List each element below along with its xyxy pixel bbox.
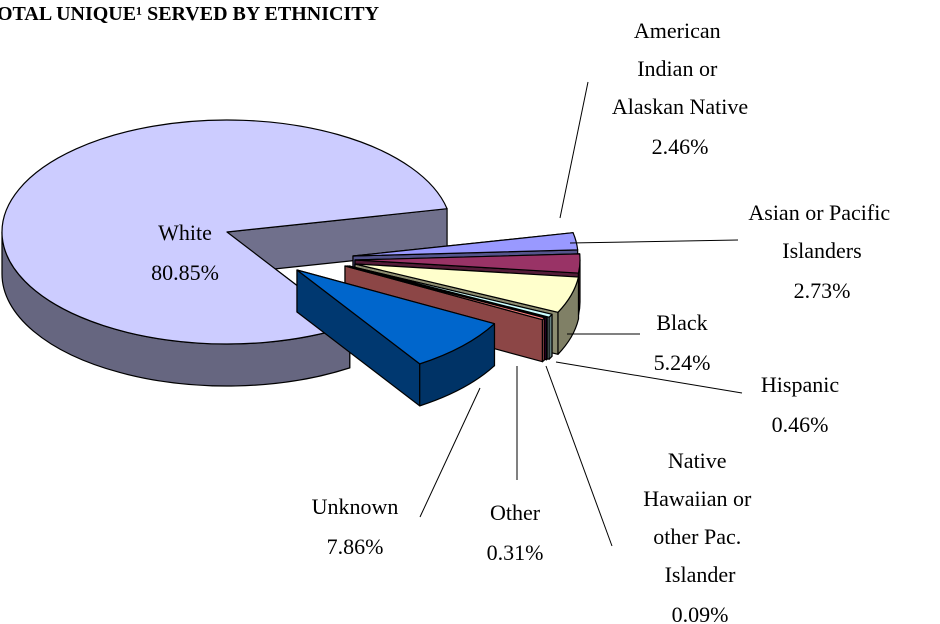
slice-label: Hispanic: [761, 372, 839, 397]
slice-value-label: 5.24%: [654, 350, 711, 375]
slice-side: [541, 317, 546, 363]
slice-value-label: 0.46%: [772, 412, 829, 437]
slice: [1, 119, 448, 387]
leader-line: [555, 361, 743, 394]
slice-value-label: 7.86%: [327, 534, 384, 559]
slice-label: Other: [490, 500, 541, 525]
leader-line: [545, 365, 613, 547]
leader-line: [569, 239, 739, 244]
slice-top: [1, 119, 448, 345]
slice-label: Asian or Pacific Islanders: [748, 200, 895, 263]
leader-line: [559, 81, 589, 219]
chart-title: TOTAL UNIQUE¹ SERVED BY ETHNICITY: [0, 3, 380, 25]
slice-value-label: 2.46%: [652, 134, 709, 159]
slice-value-label: 80.85%: [151, 260, 219, 285]
slice-value-label: 0.31%: [487, 540, 544, 565]
slice-side: [545, 316, 548, 361]
slice-label: Native Hawaiian or other Pac. Islander: [643, 448, 757, 587]
slice-value-label: 0.09%: [672, 602, 729, 624]
slice-top: [344, 265, 546, 321]
slice-top: [354, 263, 580, 313]
slice-top: [296, 269, 496, 365]
slice-side: [548, 313, 553, 360]
slice-label: Black: [656, 310, 707, 335]
slice-label: Unknown: [312, 494, 399, 519]
slice: [296, 269, 496, 407]
leader-line: [419, 387, 481, 518]
slice-value-label: 2.73%: [794, 278, 851, 303]
slice-label: American Indian or Alaskan Native: [612, 18, 748, 119]
slice-top: [352, 232, 579, 257]
slice-top: [354, 253, 581, 274]
slice-top: [348, 265, 553, 318]
slice-label: White: [158, 220, 212, 245]
